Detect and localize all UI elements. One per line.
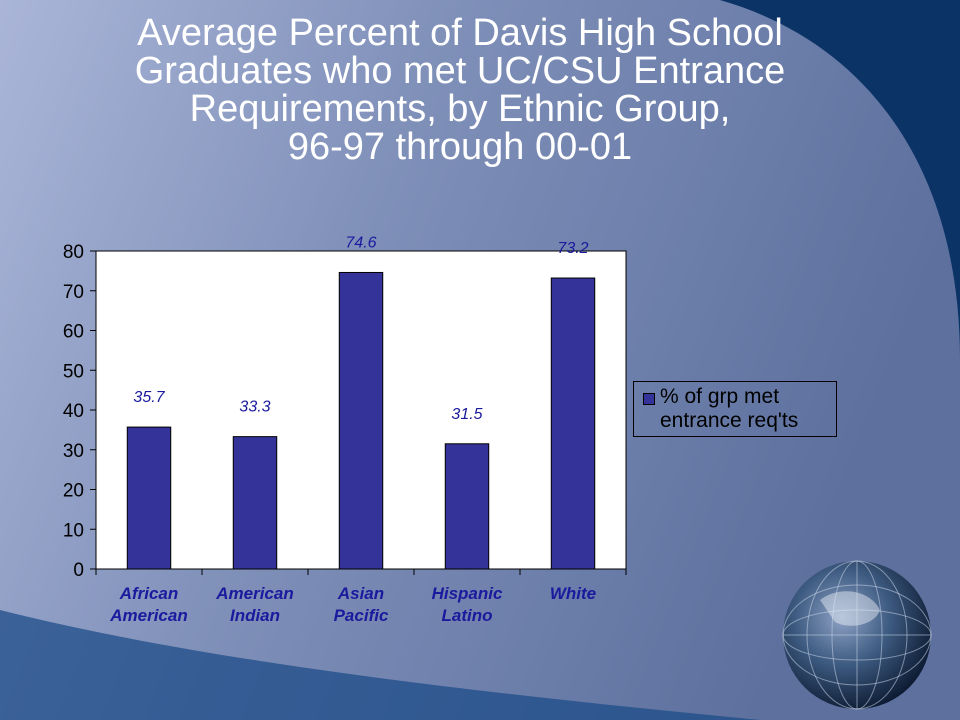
x-category-label: White (550, 584, 596, 603)
x-category-label: Asian (337, 584, 384, 603)
globe-icon (782, 560, 932, 710)
data-label: 35.7 (133, 389, 165, 406)
y-tick-label: 60 (63, 322, 84, 343)
y-tick-label: 10 (63, 520, 84, 541)
y-tick-label: 50 (63, 361, 84, 382)
x-category-label: American (215, 584, 293, 603)
bar (444, 443, 490, 570)
x-category-label: Pacific (334, 606, 389, 625)
legend-swatch (643, 393, 655, 405)
y-axis: 0 10 20 30 40 50 60 70 80 (63, 242, 96, 581)
legend-label: entrance req'ts (660, 409, 799, 432)
x-category-label: Indian (230, 606, 280, 625)
x-category-label: Latino (442, 606, 493, 625)
x-axis: African American American Indian Asian Pacifi… (95, 569, 627, 625)
bar (232, 436, 278, 570)
bar (126, 426, 172, 570)
title-line: Average Percent of Davis High School (137, 12, 783, 54)
bar (550, 277, 596, 570)
legend-label: % of grp met (660, 385, 780, 408)
x-category-label: American (109, 606, 187, 625)
title-line: 96-97 through 00-01 (287, 126, 633, 168)
title-line: Graduates who met UC/CSU Entrance (134, 50, 786, 92)
y-tick-label: 0 (73, 560, 84, 581)
y-tick-label: 20 (63, 481, 84, 502)
data-label: 31.5 (451, 406, 482, 423)
data-labels: 35.7 33.3 74.6 31.5 73.2 (133, 234, 588, 422)
bar-series (126, 271, 596, 570)
x-category-label: Hispanic (432, 584, 503, 603)
data-label: 74.6 (345, 234, 376, 251)
bar (338, 271, 384, 570)
title-line: Requirements, by Ethnic Group, (189, 88, 731, 130)
y-tick-label: 30 (63, 441, 84, 462)
chart-legend: % of grp met entrance req'ts (633, 381, 837, 437)
slide-title: Average Percent of Davis High School Gra… (20, 14, 900, 166)
y-tick-label: 70 (63, 282, 84, 303)
data-label: 73.2 (557, 240, 588, 257)
data-label: 33.3 (239, 399, 270, 416)
y-tick-label: 40 (63, 401, 84, 422)
x-category-label: African (119, 584, 179, 603)
y-tick-label: 80 (63, 242, 84, 263)
